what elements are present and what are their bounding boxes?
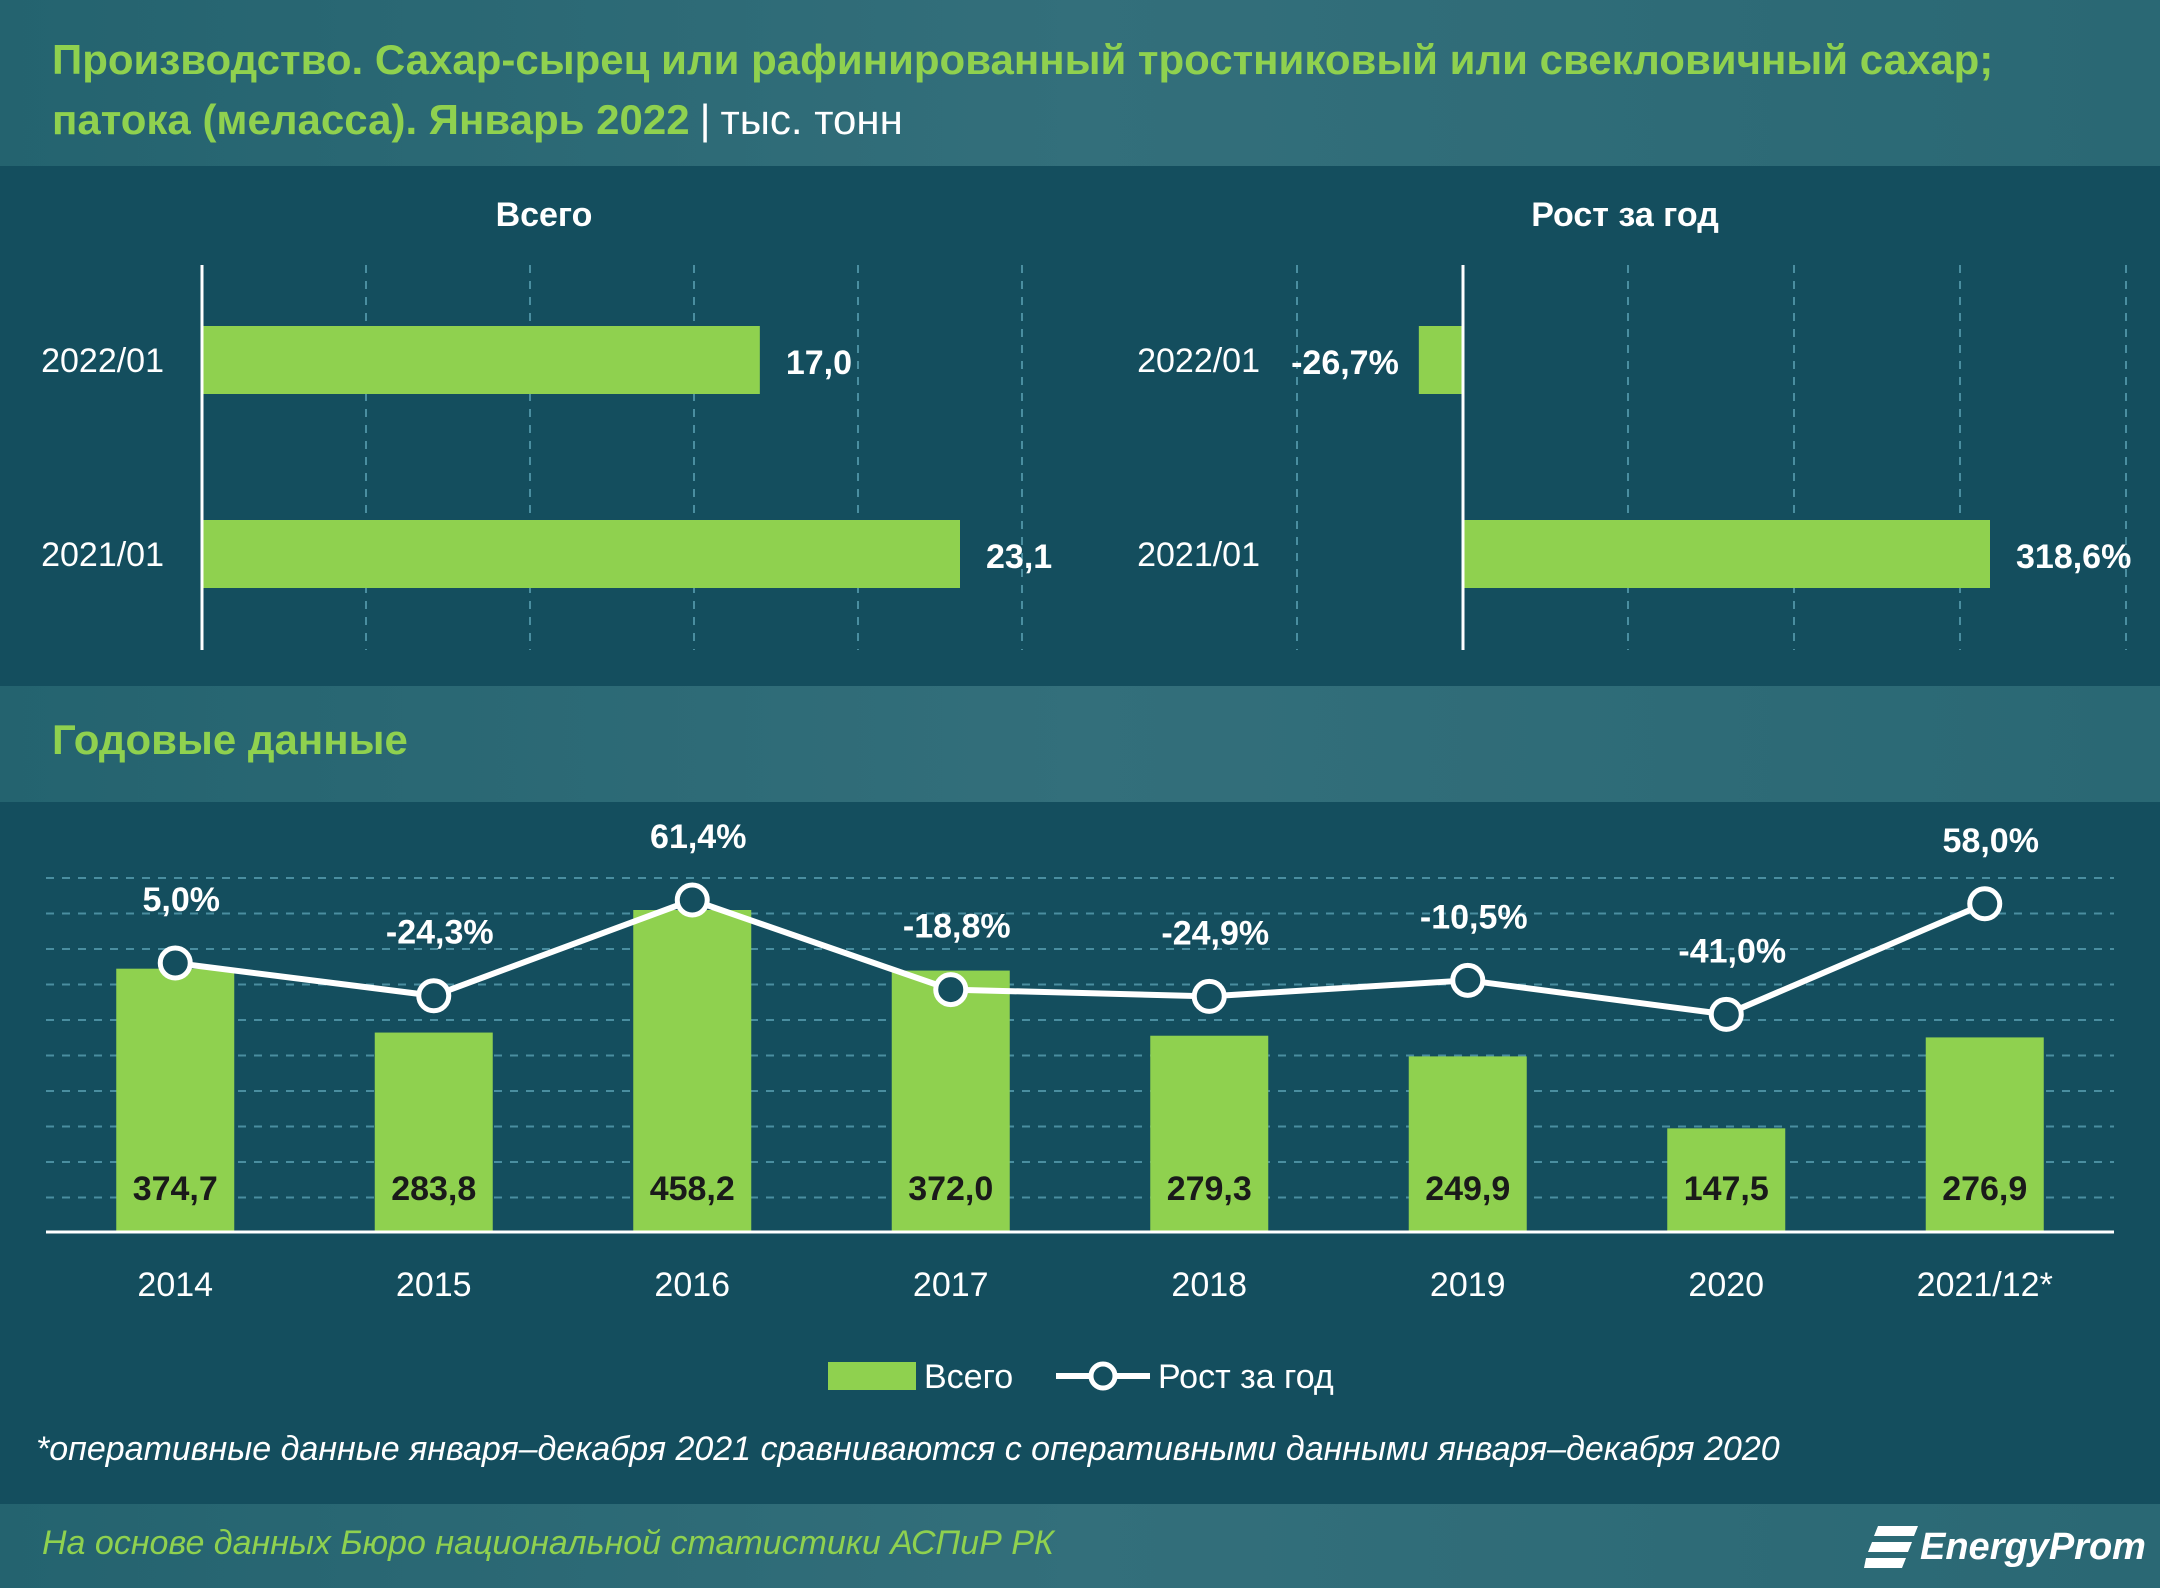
chart3-category-label: 2017 [913, 1266, 989, 1304]
annual-section-banner: Годовые данные [0, 686, 2160, 802]
chart1-title: Всего [496, 196, 593, 234]
chart1-bar [202, 326, 760, 394]
chart2-value-label: 318,6% [2016, 538, 2131, 576]
chart3-category-label: 2016 [654, 1266, 730, 1304]
chart3-bar [633, 910, 752, 1232]
chart3-bar-value-label: 249,9 [1425, 1170, 1510, 1208]
chart3-growth-point [416, 978, 452, 1014]
chart3-bar [116, 968, 235, 1232]
chart2-bar [1463, 520, 1990, 588]
chart3-growth-label: -41,0% [1678, 932, 1786, 970]
chart3-category-label: 2020 [1688, 1266, 1764, 1304]
chart3-bar [1925, 1037, 2044, 1232]
chart2-bar [1418, 326, 1463, 394]
chart1-bar [202, 520, 960, 588]
chart3-bar [1667, 1128, 1786, 1232]
chart3-growth-label: 5,0% [143, 881, 221, 919]
chart3-growth-line [174, 897, 1986, 1018]
chart3-bar-value-label: 283,8 [391, 1170, 476, 1208]
chart3-growth-point [1450, 962, 1486, 998]
chart2-value-label: -26,7% [1291, 344, 1399, 382]
chart3-growth-point [1708, 996, 1744, 1032]
chart3-bar-value-label: 374,7 [133, 1170, 218, 1208]
chart1-value-label: 17,0 [786, 344, 852, 382]
chart2-category-label: 2021/01 [1137, 536, 1260, 574]
chart3-category-label: 2021/12* [1917, 1266, 2053, 1304]
chart3-bar [374, 1032, 493, 1232]
legend-line-marker [1088, 1361, 1118, 1391]
chart3-growth-label: -24,9% [1161, 914, 1269, 952]
chart3-bar-value-label: 279,3 [1167, 1170, 1252, 1208]
title-text: Производство. Сахар-сырец или рафинирова… [52, 36, 1994, 143]
chart3-category-label: 2018 [1171, 1266, 1247, 1304]
chart3-growth-point [1191, 978, 1227, 1014]
chart3-bar-value-label: 372,0 [908, 1170, 993, 1208]
chart3-bar-value-label: 147,5 [1684, 1170, 1769, 1208]
energyprom-logo: EnergyProm [1864, 1518, 2146, 1574]
chart3-bar [891, 970, 1010, 1232]
footer-banner: На основе данных Бюро национальной стати… [0, 1504, 2160, 1588]
chart3-growth-point [1967, 886, 2003, 922]
chart3-category-label: 2014 [137, 1266, 213, 1304]
footnote: *оперативные данные января–декабря 2021 … [36, 1430, 1780, 1468]
chart3-bar [1408, 1056, 1527, 1232]
chart1-category-label: 2022/01 [41, 342, 164, 380]
logo-brand-text: EnergyProm [1920, 1526, 2146, 1568]
chart3-growth-label: -10,5% [1420, 898, 1528, 936]
chart3-growth-label: -18,8% [903, 908, 1011, 946]
chart3-growth-point [157, 945, 193, 981]
chart3-growth-point [674, 882, 710, 918]
logo-mark-icon [1864, 1526, 1918, 1568]
page-title: Производство. Сахар-сырец или рафинирова… [52, 30, 2132, 150]
title-separator: | [699, 96, 711, 143]
chart3-category-label: 2019 [1430, 1266, 1506, 1304]
source-note: На основе данных Бюро национальной стати… [42, 1524, 1054, 1562]
chart1-category-label: 2021/01 [41, 536, 164, 574]
chart1-value-label: 23,1 [986, 538, 1052, 576]
chart3-bar-value-label: 276,9 [1942, 1170, 2027, 1208]
legend-line-label: Рост за год [1158, 1358, 1334, 1396]
header-banner: Производство. Сахар-сырец или рафинирова… [0, 0, 2160, 166]
chart3-growth-label: 58,0% [1943, 822, 2039, 860]
annual-section-title: Годовые данные [52, 716, 408, 763]
chart3-growth-point [933, 972, 969, 1008]
chart3-growth-label: -24,3% [386, 914, 494, 952]
chart3-bar-value-label: 458,2 [650, 1170, 735, 1208]
legend-bar-swatch [828, 1362, 916, 1390]
legend-bar-label: Всего [924, 1358, 1013, 1396]
chart2-category-label: 2022/01 [1137, 342, 1260, 380]
chart3-category-label: 2015 [396, 1266, 472, 1304]
title-unit: тыс. тонн [720, 96, 903, 143]
chart2-title: Рост за год [1531, 196, 1719, 234]
chart3-growth-label: 61,4% [650, 818, 746, 856]
chart3-bar [1150, 1035, 1269, 1232]
